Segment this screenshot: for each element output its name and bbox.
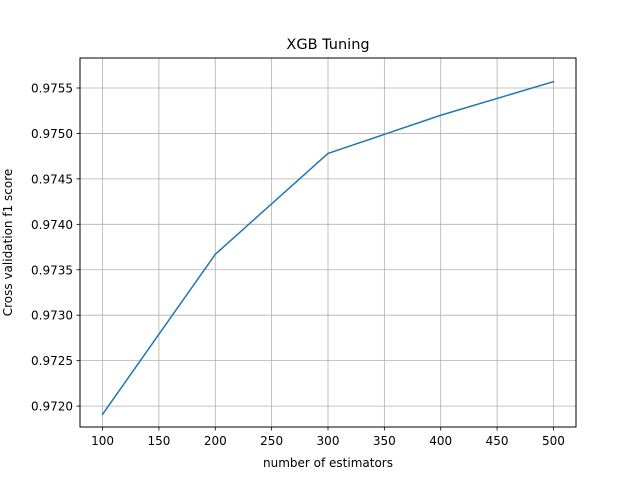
series-line bbox=[101, 80, 555, 416]
x-tick-label: 450 bbox=[486, 434, 509, 448]
grid bbox=[80, 58, 576, 427]
x-tick-label: 100 bbox=[91, 434, 114, 448]
y-tick-label: 0.9725 bbox=[31, 354, 73, 368]
y-tick-label: 0.9720 bbox=[31, 400, 73, 414]
series-layer bbox=[101, 80, 555, 416]
chart-title: XGB Tuning bbox=[286, 37, 369, 53]
y-tick-label: 0.9735 bbox=[31, 263, 73, 277]
x-tick-label: 350 bbox=[373, 434, 396, 448]
y-axis-label: Cross validation f1 score bbox=[1, 169, 15, 317]
y-tick-label: 0.9730 bbox=[31, 309, 73, 323]
x-tick-label: 500 bbox=[542, 434, 565, 448]
y-tick-label: 0.9750 bbox=[31, 127, 73, 141]
y-tick-label: 0.9755 bbox=[31, 81, 73, 95]
y-tick-label: 0.9745 bbox=[31, 172, 73, 186]
x-tick-label: 200 bbox=[204, 434, 227, 448]
x-tick-label: 300 bbox=[317, 434, 340, 448]
x-axis-label: number of estimators bbox=[263, 456, 393, 470]
x-tick-label: 150 bbox=[147, 434, 170, 448]
y-tick-label: 0.9740 bbox=[31, 218, 73, 232]
x-tick-label: 400 bbox=[429, 434, 452, 448]
x-tick-label: 250 bbox=[260, 434, 283, 448]
ticks: 100 150 200 250 300 350 400 450 500 0.9720 0.9725 0… bbox=[31, 81, 565, 448]
